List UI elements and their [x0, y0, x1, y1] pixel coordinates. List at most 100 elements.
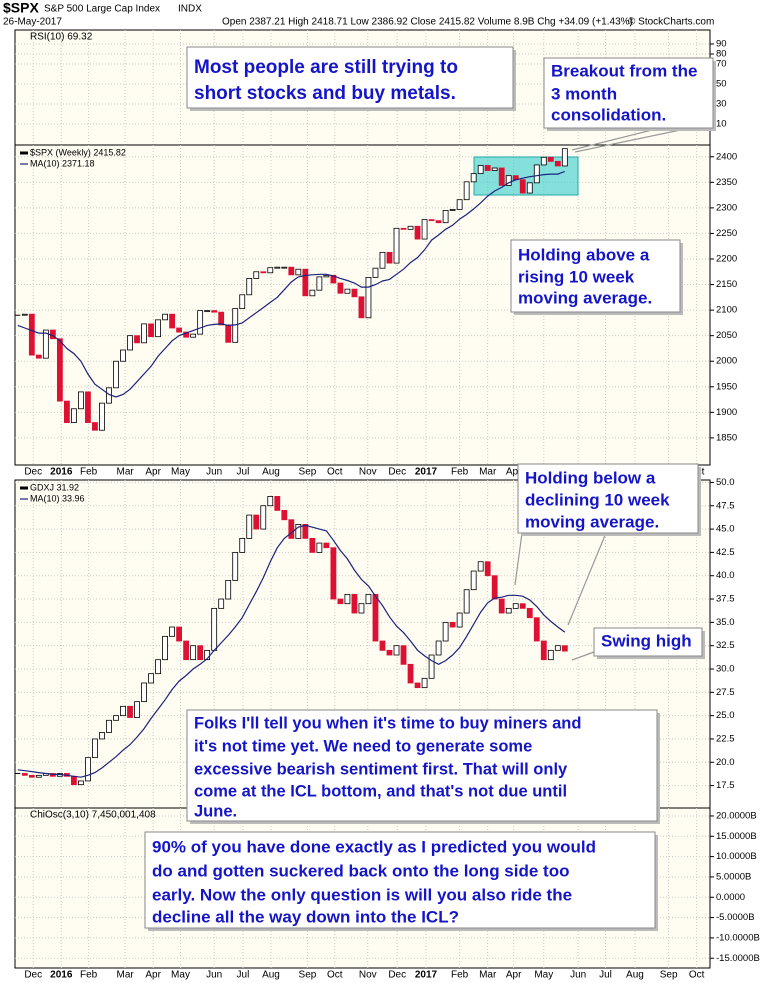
x-tick-label: 2016: [50, 970, 73, 981]
pointer: [571, 127, 661, 151]
y-tick-label: 1850: [716, 432, 737, 443]
candle: [239, 294, 246, 309]
date: 26-May-2017: [3, 17, 62, 28]
y-tick-label: 1900: [716, 407, 737, 418]
y-tick-label: 90: [716, 39, 727, 50]
candle: [337, 598, 344, 605]
annotation: Holding below a declining 10 week moving a…: [517, 463, 701, 536]
candle: [85, 757, 91, 782]
candle: [449, 621, 456, 628]
candle: [372, 267, 379, 278]
annotation-text: short stocks and buy metals.: [194, 83, 456, 104]
candle: [491, 167, 498, 171]
y-tick-label: -5.0000B: [716, 912, 755, 923]
candle: [281, 510, 288, 521]
candle: [99, 402, 105, 431]
x-tick-label: Feb: [451, 970, 469, 981]
candle: [547, 649, 554, 661]
candle: [246, 278, 253, 296]
annotation-box: [593, 627, 703, 657]
y-tick-label: 2000: [716, 356, 737, 367]
x-tick-label: 2017: [415, 467, 438, 478]
candle: [302, 524, 309, 539]
annotation-text: Most people are still trying to: [194, 57, 458, 78]
candle: [113, 715, 119, 721]
index-name: S&P 500 Large Cap Index: [44, 4, 160, 15]
candle: [288, 519, 295, 539]
candle: [533, 617, 540, 642]
candle: [148, 673, 154, 684]
y-tick-label: 2250: [716, 228, 737, 239]
annotation-text: early. Now the only question is will you…: [152, 885, 572, 904]
y-tick-label: 2150: [716, 279, 737, 290]
candle: [540, 640, 547, 661]
y-tick-label: 42.5: [716, 547, 735, 558]
candle: [386, 649, 393, 656]
candle: [92, 422, 98, 431]
candle: [428, 654, 435, 679]
y-tick-label: 10: [716, 119, 727, 130]
x-tick-label: May: [171, 970, 190, 981]
candle: [379, 251, 386, 269]
x-tick-label: May: [534, 970, 553, 981]
candle: [316, 276, 323, 291]
candle: [512, 603, 519, 609]
candle: [351, 593, 358, 614]
candle: [260, 505, 267, 530]
candle: [484, 561, 491, 577]
candle: [484, 165, 491, 171]
annotations: Most people are still trying to short sto…: [144, 46, 716, 931]
candle: [274, 496, 281, 511]
annotation-text: Holding above a: [518, 245, 650, 264]
candle: [78, 780, 84, 786]
candle: [232, 551, 239, 581]
y-tick-label: 35.0: [716, 617, 735, 628]
x-tick-label: Mar: [116, 467, 134, 478]
candle: [63, 400, 70, 423]
annotation: Holding above a rising 10 week moving aver…: [510, 239, 683, 315]
x-tick-label: Nov: [359, 467, 377, 478]
candle: [253, 514, 260, 530]
y-tick-label: 37.5: [716, 594, 735, 605]
y-tick-label: 25.0: [716, 710, 735, 721]
candle: [309, 289, 316, 297]
candle: [162, 635, 168, 661]
x-tick-label: Jun: [206, 970, 222, 981]
x-tick-label: Nov: [359, 970, 377, 981]
candle: [28, 774, 35, 778]
candle: [428, 219, 435, 222]
candle: [519, 179, 526, 194]
candle: [414, 682, 421, 689]
y-tick-label: 2350: [716, 177, 737, 188]
x-tick-label: Dec: [388, 970, 406, 981]
candle: [358, 603, 365, 614]
x-tick-label: Apr: [145, 467, 161, 478]
x-tick-label: Mar: [479, 467, 497, 478]
candle: [35, 774, 42, 778]
pointers: [514, 127, 691, 661]
moving-average: [17, 524, 566, 778]
candle: [365, 276, 372, 319]
candle: [393, 227, 400, 264]
annotation-text: Breakout from the: [551, 61, 697, 80]
candle: [379, 640, 386, 651]
candle: [372, 593, 379, 642]
y-tick-label: 2300: [716, 202, 737, 213]
candle: [281, 266, 288, 269]
candle: [141, 323, 147, 344]
x-tick-label: Dec: [24, 467, 42, 478]
candle: [463, 181, 470, 201]
candle: [519, 603, 526, 609]
y-tick-label: 20.0000B: [716, 810, 757, 821]
candle: [92, 738, 98, 759]
moving-average: [17, 170, 566, 398]
legend-label: MA(10) 2371.18: [30, 158, 95, 168]
x-tick-label: 2017: [415, 970, 438, 981]
candle: [456, 199, 463, 210]
candle: [330, 547, 337, 600]
candle: [302, 268, 309, 297]
annotation-text: 3 month: [551, 84, 617, 103]
x-tick-label: Oct: [327, 467, 343, 478]
annotation-box: [186, 709, 658, 822]
y-tick-label: 47.5: [716, 500, 735, 511]
